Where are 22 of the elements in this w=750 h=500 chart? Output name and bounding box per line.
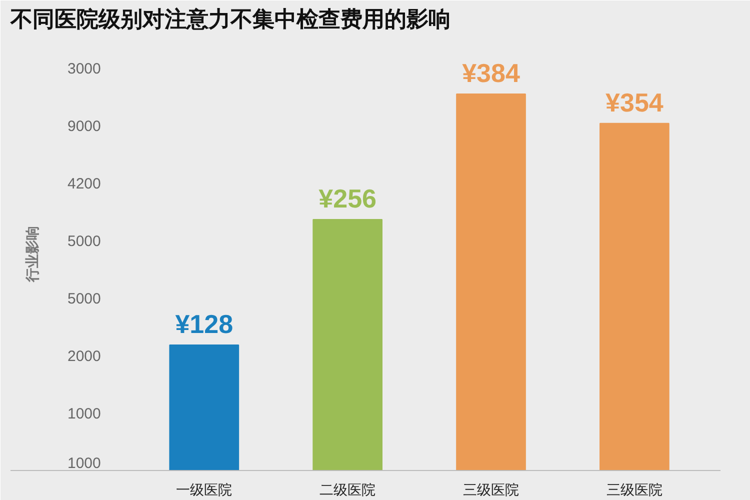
annotation: 9000	[67, 118, 101, 135]
data-label: ¥256	[318, 183, 376, 214]
text: 3000	[67, 60, 101, 78]
y-axis-title: 行业影响	[24, 226, 40, 283]
x-tick-label: 三级医院	[606, 482, 662, 498]
bar	[169, 344, 240, 470]
bar	[456, 93, 526, 470]
bar	[312, 218, 382, 470]
data-label: ¥128	[175, 308, 234, 339]
x-tick-label: 二级医院	[320, 482, 376, 498]
annotation: 2000	[67, 348, 101, 365]
chart-title: 不同医院级别对注意力不集中检查费用的影响	[10, 6, 450, 32]
annotation: 5000	[67, 232, 101, 250]
bar	[600, 122, 670, 470]
data-label: ¥384	[462, 58, 520, 88]
data-label: ¥354	[606, 87, 664, 118]
annotation: 5000	[67, 290, 101, 308]
annotation: 4200	[67, 175, 101, 192]
annotation: 1000	[67, 405, 101, 422]
x-tick-label: 一级医院	[176, 482, 232, 498]
annotation: 1000	[67, 455, 101, 472]
x-tick-label: 三级医院	[463, 482, 520, 498]
